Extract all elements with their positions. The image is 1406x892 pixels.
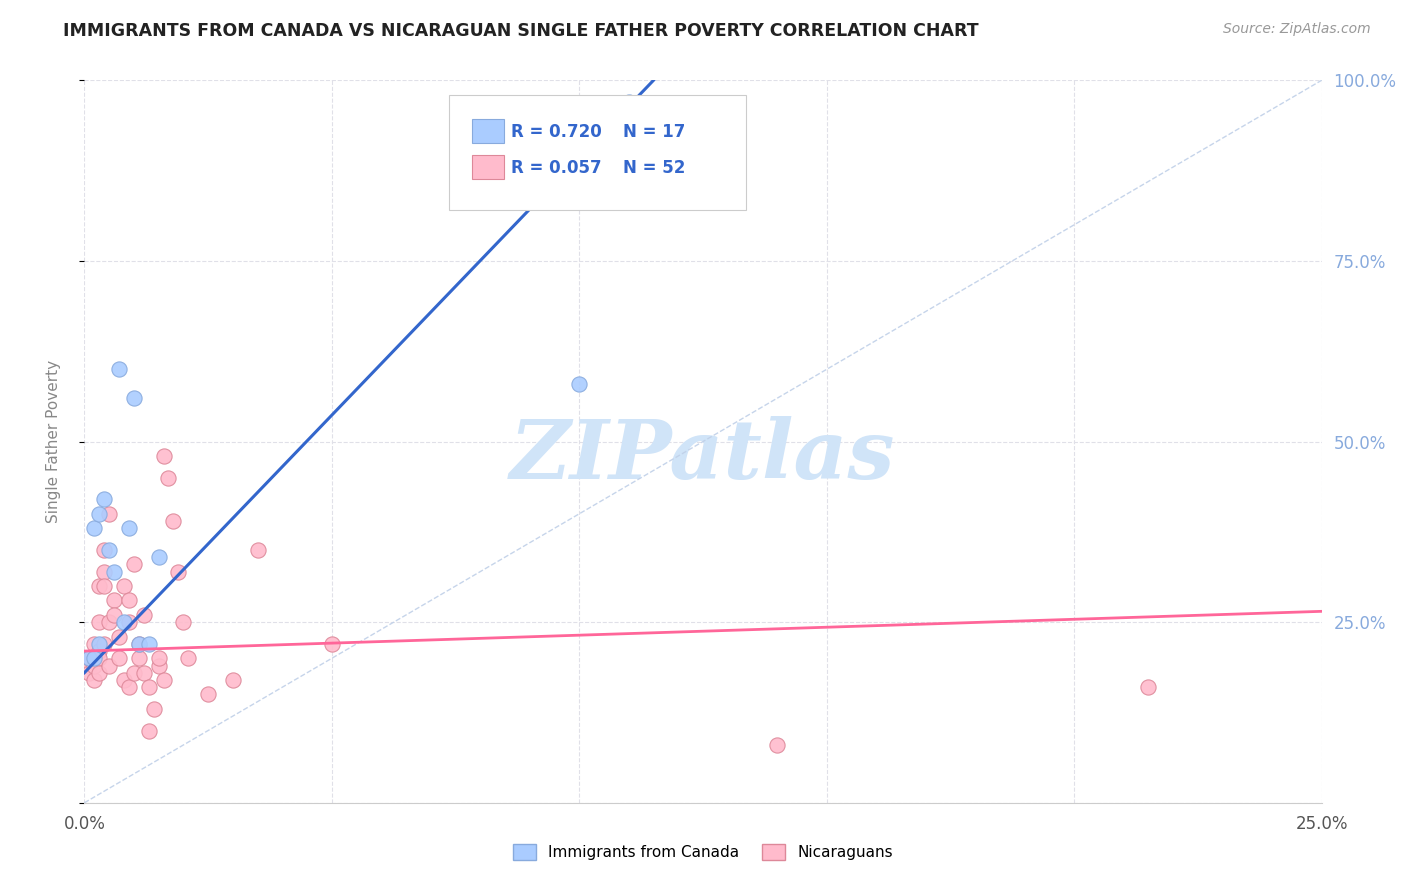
Text: IMMIGRANTS FROM CANADA VS NICARAGUAN SINGLE FATHER POVERTY CORRELATION CHART: IMMIGRANTS FROM CANADA VS NICARAGUAN SIN… [63, 22, 979, 40]
Point [766, 738, 789, 752]
Text: R = 0.720: R = 0.720 [512, 123, 602, 141]
Point [138, 680, 160, 694]
Point [152, 673, 174, 687]
Point [142, 702, 165, 716]
Point [93, 579, 115, 593]
Point [89, 615, 111, 630]
FancyBboxPatch shape [450, 95, 747, 211]
Point [122, 665, 145, 680]
Point [89, 644, 111, 658]
Point [89, 651, 111, 665]
Point [103, 593, 125, 607]
Point [617, 95, 640, 109]
Point [138, 637, 160, 651]
Point [177, 651, 200, 665]
Point [79, 651, 101, 665]
Point [98, 542, 121, 557]
Point [148, 550, 170, 565]
Point [112, 615, 135, 630]
Point [222, 673, 245, 687]
Point [167, 565, 190, 579]
Point [122, 391, 145, 405]
Y-axis label: Single Father Poverty: Single Father Poverty [46, 360, 60, 523]
Point [112, 579, 135, 593]
Point [108, 362, 131, 376]
Text: N = 17: N = 17 [623, 123, 685, 141]
Point [83, 658, 105, 673]
Point [132, 665, 155, 680]
Point [118, 680, 141, 694]
Point [98, 507, 121, 521]
Point [79, 665, 101, 680]
Point [128, 637, 150, 651]
Point [172, 615, 194, 630]
Text: R = 0.057: R = 0.057 [512, 160, 602, 178]
Point [112, 673, 135, 687]
Point [103, 565, 125, 579]
Point [79, 651, 101, 665]
Point [148, 651, 170, 665]
Point [162, 514, 184, 528]
Point [148, 658, 170, 673]
Point [98, 658, 121, 673]
Point [108, 630, 131, 644]
Point [98, 615, 121, 630]
Point [103, 607, 125, 622]
Point [568, 376, 591, 391]
Point [83, 673, 105, 687]
Point [246, 542, 269, 557]
Point [89, 507, 111, 521]
Point [197, 687, 219, 701]
Text: ZIPatlas: ZIPatlas [510, 416, 896, 496]
Text: N = 52: N = 52 [623, 160, 685, 178]
Point [152, 449, 174, 463]
Point [83, 651, 105, 665]
Text: Source: ZipAtlas.com: Source: ZipAtlas.com [1223, 22, 1371, 37]
Point [89, 665, 111, 680]
FancyBboxPatch shape [471, 119, 503, 143]
Point [89, 579, 111, 593]
Point [128, 651, 150, 665]
FancyBboxPatch shape [471, 154, 503, 179]
Point [118, 521, 141, 535]
Point [138, 723, 160, 738]
Point [118, 593, 141, 607]
Point [83, 651, 105, 665]
Point [83, 637, 105, 651]
Point [93, 542, 115, 557]
Point [108, 651, 131, 665]
Point [93, 492, 115, 507]
Legend: Immigrants from Canada, Nicaraguans: Immigrants from Canada, Nicaraguans [513, 844, 893, 860]
Point [118, 615, 141, 630]
Point [122, 558, 145, 572]
Point [132, 607, 155, 622]
Point [157, 470, 180, 484]
Point [83, 521, 105, 535]
Point [321, 637, 343, 651]
Point [93, 565, 115, 579]
Point [128, 637, 150, 651]
Point [79, 658, 101, 673]
Point [1137, 680, 1160, 694]
Point [93, 637, 115, 651]
Point [89, 637, 111, 651]
